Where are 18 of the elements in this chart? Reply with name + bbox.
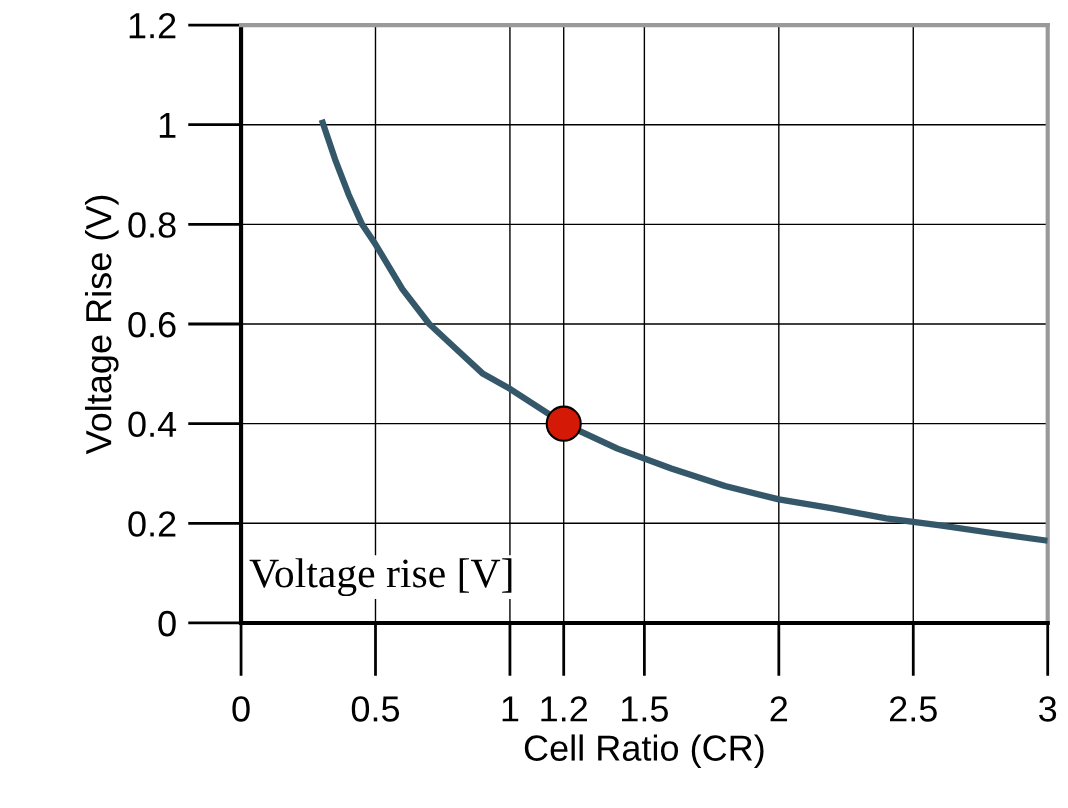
y-tick-label: 0.8 [128, 212, 176, 238]
x-tick-label: 0.5 [351, 696, 400, 722]
y-tick-label: 0.4 [128, 411, 177, 438]
x-tick-label: 2 [770, 696, 788, 722]
x-tick-label: 1 [502, 696, 519, 722]
x-tick-label: 1.5 [622, 696, 668, 722]
x-axis-title: Cell Ratio (CR) [524, 734, 764, 769]
y-tick-label: 1 [159, 112, 176, 138]
y-tick-label: 0.6 [128, 311, 176, 338]
y-tick-label: 1.2 [129, 12, 176, 39]
x-tick-label: 1.2 [541, 696, 587, 722]
y-tick-label: 0.2 [128, 511, 176, 537]
annotation: Voltage rise [V] [249, 558, 512, 597]
x-tick-label: 0 [232, 696, 250, 722]
y-axis-title: Voltage Rise (V) [84, 195, 119, 455]
y-tick-label: 0 [158, 610, 176, 637]
x-tick-label: 2.5 [889, 696, 937, 722]
x-tick-label: 3 [1039, 696, 1057, 722]
